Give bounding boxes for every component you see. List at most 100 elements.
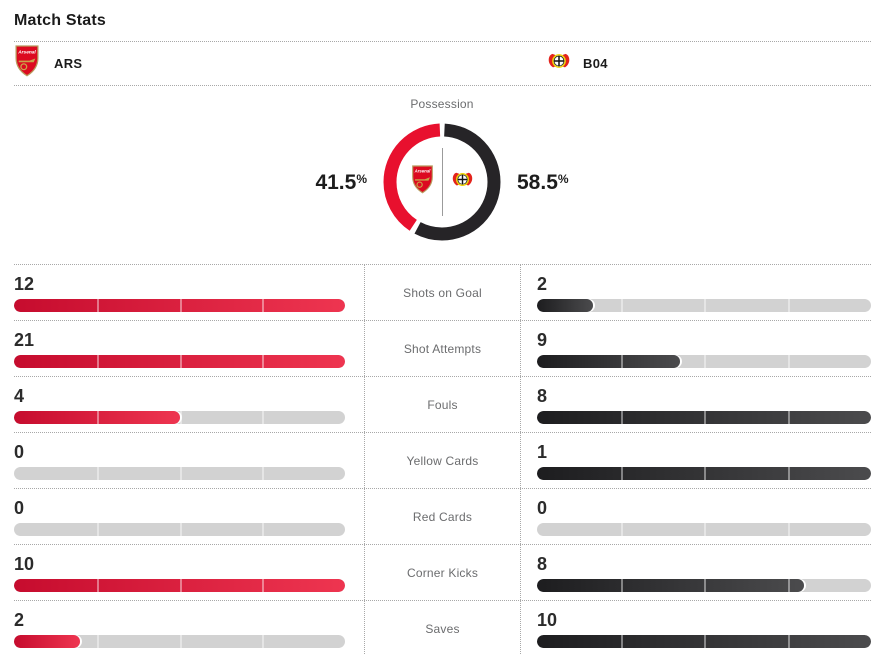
svg-text:Arsenal: Arsenal (17, 49, 36, 55)
stat-row: 0 Red Cards 0 (14, 488, 871, 544)
bar-segment-divider (704, 523, 706, 536)
bar-segment-divider (262, 467, 265, 480)
home-stat-bar-fill (14, 355, 345, 368)
bar-segment-divider (179, 299, 182, 312)
possession-donut: Arsenal (383, 123, 501, 241)
bar-segment-divider (96, 299, 99, 312)
team-home-abbr: ARS (54, 56, 83, 71)
home-stat-bar (14, 299, 345, 312)
bar-segment-divider (787, 355, 790, 368)
home-stat-value: 12 (14, 274, 35, 294)
bar-segment-divider (96, 355, 99, 368)
away-stat-bar-fill (537, 299, 593, 312)
bar-segment-divider (787, 299, 790, 312)
away-stat-value: 2 (537, 274, 548, 294)
away-stat-cell: 10 (521, 601, 871, 654)
team-home[interactable]: Arsenal ARS (14, 42, 82, 85)
bar-segment-divider (96, 467, 99, 480)
possession-home-percent: 41.5% (315, 170, 367, 194)
possession-donut-center: Arsenal (383, 123, 501, 241)
stat-label: Saves (425, 621, 460, 636)
bar-segment-divider (96, 579, 99, 592)
home-stat-cell: 0 (14, 433, 364, 488)
home-stat-bar-fill (14, 299, 345, 312)
bar-segment-divider (620, 635, 623, 648)
possession-donut-arcs (383, 123, 501, 241)
away-stat-cell: 9 (521, 321, 871, 376)
possession-chart: 41.5% Arsenal (0, 123, 884, 241)
bar-segment-divider (620, 411, 623, 424)
away-stat-bar (537, 579, 871, 592)
away-stat-bar-fill (537, 467, 871, 480)
away-stat-value: 10 (537, 610, 558, 630)
away-stat-bar-fill (537, 579, 805, 592)
away-stat-bar-fill (537, 635, 871, 648)
bar-segment-divider (262, 355, 265, 368)
away-stat-value: 9 (537, 330, 548, 350)
home-stat-cell: 12 (14, 265, 364, 320)
home-stat-bar-fill (14, 635, 81, 648)
away-stat-bar (537, 523, 871, 536)
bar-segment-divider (704, 635, 706, 648)
bar-segment-divider (704, 411, 706, 424)
bar-segment-divider (704, 299, 706, 312)
bar-segment-divider (179, 467, 182, 480)
stat-row: 2 Saves 10 (14, 600, 871, 654)
home-stat-cell: 0 (14, 489, 364, 544)
away-stat-cell: 2 (521, 265, 871, 320)
home-stat-value: 4 (14, 386, 25, 406)
home-stat-bar (14, 411, 345, 424)
bar-segment-divider (704, 579, 706, 592)
team-away[interactable]: B04 (547, 42, 608, 85)
possession-title: Possession (410, 97, 474, 111)
stat-label: Shot Attempts (403, 341, 482, 356)
leverkusen-crest-icon (451, 171, 474, 193)
leverkusen-crest-icon (547, 52, 571, 75)
stat-row: 4 Fouls 8 (14, 376, 871, 432)
stats-table: 12 Shots on Goal 2 (14, 264, 871, 654)
home-stat-bar-fill (14, 579, 345, 592)
stat-row: 12 Shots on Goal 2 (14, 264, 871, 320)
bar-segment-divider (787, 467, 790, 480)
bar-segment-divider (620, 355, 623, 368)
home-stat-cell: 10 (14, 545, 364, 600)
bar-segment-divider (787, 579, 790, 592)
stat-row: 10 Corner Kicks 8 (14, 544, 871, 600)
possession-away-percent: 58.5% (517, 170, 569, 194)
stat-label: Corner Kicks (406, 565, 479, 580)
bar-segment-divider (179, 355, 182, 368)
away-stat-cell: 8 (521, 377, 871, 432)
bar-segment-divider (96, 523, 99, 536)
teams-row: Arsenal ARS B04 (14, 41, 871, 86)
home-stat-bar (14, 635, 345, 648)
stat-label-cell: Yellow Cards (364, 433, 521, 488)
possession-section: Possession 41.5% Arsenal (0, 86, 884, 264)
away-stat-bar (537, 467, 871, 480)
home-stat-value: 10 (14, 554, 35, 574)
away-stat-cell: 8 (521, 545, 871, 600)
home-stat-bar (14, 467, 345, 480)
away-stat-value: 8 (537, 554, 548, 574)
stat-label-cell: Fouls (364, 377, 521, 432)
home-stat-bar-fill (14, 411, 180, 424)
away-stat-value: 1 (537, 442, 548, 462)
home-stat-value: 0 (14, 498, 25, 518)
home-stat-value: 0 (14, 442, 25, 462)
away-stat-bar (537, 411, 871, 424)
svg-text:Arsenal: Arsenal (413, 169, 431, 174)
home-stat-bar (14, 579, 345, 592)
home-stat-value: 21 (14, 330, 35, 350)
stat-label-cell: Shots on Goal (364, 265, 521, 320)
stat-row: 0 Yellow Cards 1 (14, 432, 871, 488)
bar-segment-divider (262, 635, 265, 648)
bar-segment-divider (262, 411, 265, 424)
bar-segment-divider (620, 579, 623, 592)
away-stat-bar-fill (537, 355, 681, 368)
away-stat-bar (537, 355, 871, 368)
away-stat-bar (537, 635, 871, 648)
away-stat-value: 0 (537, 498, 548, 518)
stat-label-cell: Shot Attempts (364, 321, 521, 376)
home-stat-value: 2 (14, 610, 25, 630)
stat-row: 21 Shot Attempts 9 (14, 320, 871, 376)
